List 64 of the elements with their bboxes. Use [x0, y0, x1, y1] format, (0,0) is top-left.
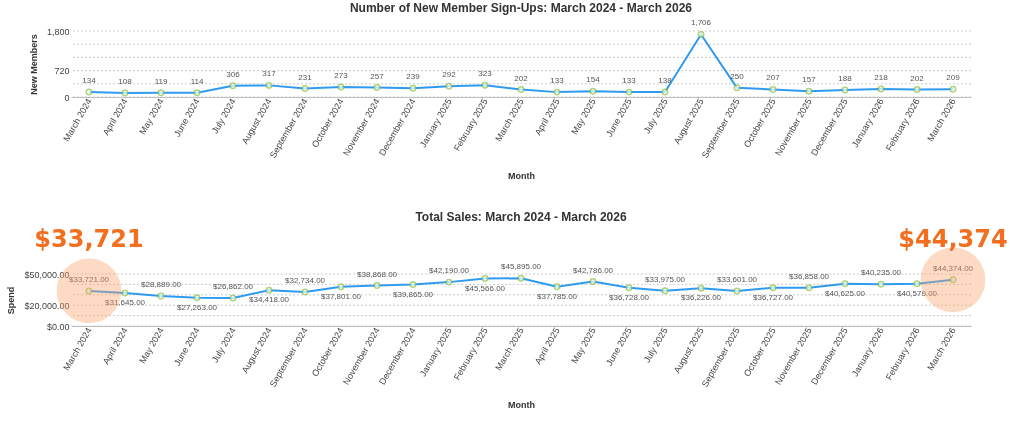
data-label: 134 [82, 76, 97, 86]
data-label: 202 [910, 73, 925, 83]
data-label: $44,374.00 [932, 263, 974, 273]
data-label: 317 [262, 69, 277, 79]
data-label: 138 [658, 75, 673, 85]
data-label: $36,858.00 [788, 271, 830, 281]
data-label: 250 [730, 71, 745, 81]
x-axis-title: Month [508, 399, 535, 410]
data-label: $36,728.00 [608, 292, 650, 302]
data-label: $42,786.00 [572, 265, 614, 275]
data-label: $45,895.00 [500, 262, 542, 272]
data-label: 257 [370, 71, 385, 81]
annotation: $44,374 [898, 225, 1008, 253]
data-label: $42,190.00 [428, 266, 470, 276]
data-label: 202 [514, 73, 529, 83]
y-axis-title: Spend [6, 286, 17, 315]
data-label: $31,645.00 [104, 298, 146, 308]
y-tick-label: $0.00 [46, 321, 70, 332]
data-label: 231 [298, 72, 313, 82]
data-label: 207 [766, 73, 781, 83]
y-axis-title: New Members [28, 34, 39, 95]
data-label: 154 [586, 75, 601, 85]
data-label: $36,226.00 [680, 293, 722, 303]
data-label: $36,727.00 [752, 292, 794, 302]
chart-title: Number of New Member Sign-Ups: March 2024 - March 2026 [349, 1, 693, 16]
y-tick-label: $20,000.00 [24, 300, 70, 311]
data-label: $38,868.00 [356, 269, 398, 279]
data-label: $40,579.00 [896, 288, 938, 298]
data-label: 188 [838, 74, 853, 84]
x-axis-title: Month [508, 170, 535, 181]
y-tick-label: $50,000.00 [24, 269, 70, 280]
data-label: 133 [550, 76, 565, 86]
data-label: 108 [118, 77, 133, 87]
data-label: $33,721.00 [68, 274, 110, 284]
data-label: $28,889.00 [140, 279, 182, 289]
data-label: $26,862.00 [212, 282, 254, 292]
data-label: $33,601.00 [716, 275, 758, 285]
data-label: 323 [478, 69, 493, 79]
data-label: $34,418.00 [248, 295, 290, 305]
data-label: $40,625.00 [824, 288, 866, 298]
data-label: 119 [154, 76, 168, 86]
data-label: 292 [442, 70, 457, 80]
data-label: $27,263.00 [176, 302, 218, 312]
data-label: $37,785.00 [536, 291, 578, 301]
data-label: $33,975.00 [644, 274, 686, 284]
data-label: 273 [334, 70, 349, 80]
data-label: $37,801.00 [320, 291, 362, 301]
y-tick-label: 720 [54, 66, 70, 77]
data-label: 157 [802, 75, 817, 85]
data-label: 209 [946, 73, 961, 83]
data-label: $45,566.00 [464, 283, 506, 293]
annotation: $33,721 [34, 225, 144, 253]
chart-title: Total Sales: March 2024 - March 2026 [415, 210, 627, 224]
data-label: $39,865.00 [392, 289, 434, 299]
data-label: $40,235.00 [860, 268, 902, 278]
data-label: $32,734.00 [284, 275, 326, 285]
y-tick-label: 0 [64, 92, 70, 103]
data-label: 133 [622, 76, 637, 86]
data-label: 114 [190, 76, 204, 86]
data-label: 239 [406, 72, 421, 82]
y-tick-label: 1,800 [46, 26, 70, 37]
data-label: 306 [226, 69, 241, 79]
data-label: 218 [874, 73, 889, 83]
data-label: 1,706 [690, 18, 712, 28]
